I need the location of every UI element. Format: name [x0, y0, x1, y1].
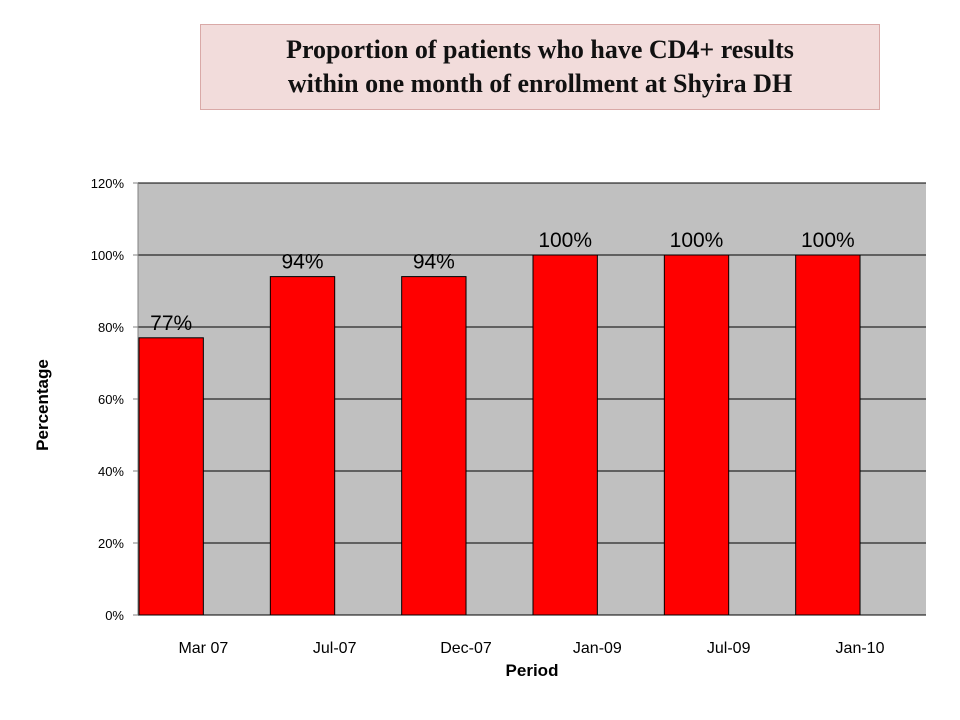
data-label: 94% [413, 251, 455, 274]
bar [269, 276, 336, 616]
data-label: 100% [538, 229, 592, 252]
y-tick-label: 20% [98, 536, 124, 551]
y-tick-label: 120% [91, 176, 125, 191]
bars [138, 254, 861, 616]
y-tick-label: 60% [98, 392, 124, 407]
y-tick-label: 40% [98, 464, 124, 479]
x-axis-ticks: Mar 07 Jul-07 Dec-07 Jan-09 Jul-09 Jan-10 [178, 640, 884, 657]
x-tick-label: Jul-09 [707, 640, 751, 657]
x-tick-label: Jan-10 [836, 640, 885, 657]
bar [138, 337, 204, 616]
data-label: 100% [801, 229, 855, 252]
x-tick-label: Mar 07 [178, 640, 228, 657]
bar [532, 254, 598, 616]
bar [795, 254, 861, 616]
chart-title: Proportion of patients who have CD4+ res… [286, 35, 794, 98]
chart-title-box: Proportion of patients who have CD4+ res… [200, 24, 880, 110]
x-tick-label: Jan-09 [573, 640, 622, 657]
x-tick-label: Dec-07 [440, 640, 492, 657]
x-axis-title: Period [506, 661, 559, 680]
gridlines [138, 182, 926, 616]
data-label: 100% [670, 229, 724, 252]
y-tick-label: 100% [91, 248, 125, 263]
y-tick-label: 80% [98, 320, 124, 335]
y-axis-title: Percentage [33, 359, 52, 451]
x-tick-label: Jul-07 [313, 640, 357, 657]
data-label: 77% [150, 312, 192, 335]
data-labels: 77% 94% 94% 100% 100% 100% [150, 229, 855, 335]
y-tick-label: 0% [105, 608, 124, 623]
bar [401, 276, 467, 616]
y-axis-ticks: 0% 20% 40% 60% 80% 100% 120% [91, 176, 138, 623]
data-label: 94% [281, 251, 323, 274]
bar [663, 254, 730, 616]
